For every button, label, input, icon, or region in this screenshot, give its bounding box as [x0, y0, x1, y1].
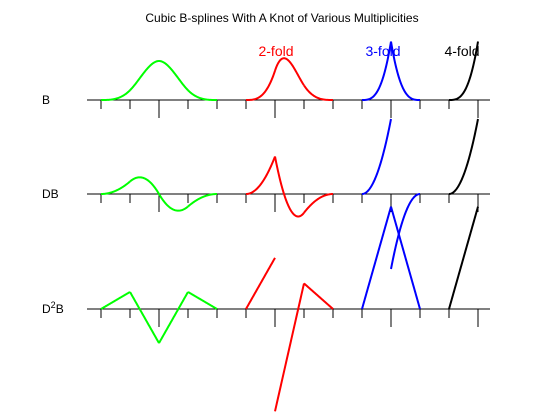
curves: [100, 41, 479, 412]
curve-single-db-piece-1: [129, 176, 160, 195]
row-label-d2b: D2B: [42, 300, 64, 316]
curve-4-fold-b-piece-0: [449, 41, 479, 101]
curve-4-fold-d2b-piece-0: [448, 206, 479, 310]
curve-2-fold-d2b-piece-2: [303, 282, 334, 310]
curve-single-d2b-piece-2: [158, 291, 189, 344]
curve-3-fold-d2b-piece-1: [390, 206, 421, 310]
curve-2-fold-db-piece-1: [274, 156, 305, 218]
curve-2-fold-d2b-piece-1: [274, 283, 305, 412]
curve-single-b-piece-1: [129, 60, 160, 91]
axes: [87, 99, 490, 327]
curve-3-fold-db-piece-0: [361, 118, 392, 195]
curve-single-b-piece-2: [158, 60, 189, 91]
group-labels: 2-fold 3-fold 4-fold: [258, 43, 479, 59]
curve-2-fold-b-piece-1: [274, 57, 305, 86]
chart-title: Cubic B-splines With A Knot of Various M…: [145, 11, 418, 25]
curve-single-d2b-piece-1: [129, 291, 160, 344]
curve-2-fold-b-piece-0: [246, 70, 276, 101]
group-label-4-fold: 4-fold: [444, 43, 479, 59]
curve-single-db-piece-3: [187, 193, 217, 208]
curve-4-fold-db-piece-0: [448, 118, 479, 195]
group-label-2-fold: 2-fold: [258, 43, 293, 59]
curve-3-fold-db-piece-1: [390, 193, 421, 270]
curve-2-fold-d2b-piece-0: [245, 257, 276, 310]
curve-single-db-piece-2: [158, 193, 189, 212]
curve-single-db-piece-0: [101, 180, 131, 195]
group-label-3-fold: 3-fold: [365, 43, 400, 59]
curve-3-fold-b-piece-0: [362, 41, 392, 101]
curve-single-b-piece-0: [101, 89, 131, 101]
curve-single-d2b-piece-0: [100, 291, 131, 310]
row-label-b: B: [42, 93, 50, 107]
curve-3-fold-b-piece-1: [390, 41, 420, 101]
row-labels: B DB D2B: [42, 93, 64, 316]
curve-2-fold-db-piece-0: [245, 156, 276, 195]
row-label-db: DB: [42, 187, 59, 201]
curve-single-d2b-piece-3: [187, 291, 218, 310]
curve-2-fold-b-piece-2: [303, 84, 333, 101]
curve-2-fold-db-piece-2: [303, 193, 334, 214]
curve-single-b-piece-3: [187, 89, 217, 101]
curve-3-fold-d2b-piece-0: [361, 206, 392, 310]
